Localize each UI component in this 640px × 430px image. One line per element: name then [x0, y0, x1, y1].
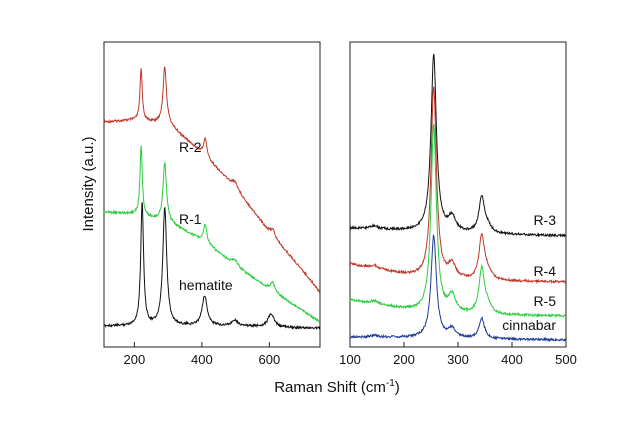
series-label-cinnabar: cinnabar [502, 317, 556, 333]
series-line-r-5 [349, 124, 567, 318]
right-plot-area: 100 200 300 400 500 R-3 R-4 R-5 cinnabar [339, 53, 577, 367]
left-panel-frame [103, 41, 321, 348]
x-axis-label: Raman Shift (cm-1) [274, 378, 400, 396]
x-tick-label: 200 [124, 352, 146, 367]
y-axis-label: Intensity (a.u.) [80, 136, 97, 231]
x-axis-label-close: ) [395, 379, 400, 396]
x-tick-label: 500 [555, 352, 577, 367]
series-line-hematite [103, 202, 321, 331]
series-line-r-2 [103, 66, 321, 294]
x-tick-label: 300 [447, 352, 469, 367]
series-label-r-5: R-5 [533, 293, 556, 309]
x-axis-label-main: Raman Shift (cm [274, 379, 386, 396]
series-line-r-4 [349, 86, 567, 285]
series-line-cinnabar [349, 233, 567, 343]
series-line-r-3 [349, 53, 567, 238]
x-tick-label: 100 [339, 352, 361, 367]
series-label-r-1: R-1 [179, 211, 202, 227]
x-tick-label: 600 [259, 352, 281, 367]
x-tick-label: 400 [191, 352, 213, 367]
left-plot-area: 200 400 600 R-2 R-1 hematite [103, 66, 321, 367]
series-label-r-3: R-3 [533, 212, 556, 228]
series-label-r-2: R-2 [179, 139, 202, 155]
x-axis-label-superscript: -1 [386, 378, 395, 389]
series-line-r-1 [103, 145, 321, 323]
x-tick-label: 200 [393, 352, 415, 367]
x-tick-label: 400 [501, 352, 523, 367]
series-label-hematite: hematite [179, 277, 233, 293]
series-label-r-4: R-4 [533, 263, 556, 279]
